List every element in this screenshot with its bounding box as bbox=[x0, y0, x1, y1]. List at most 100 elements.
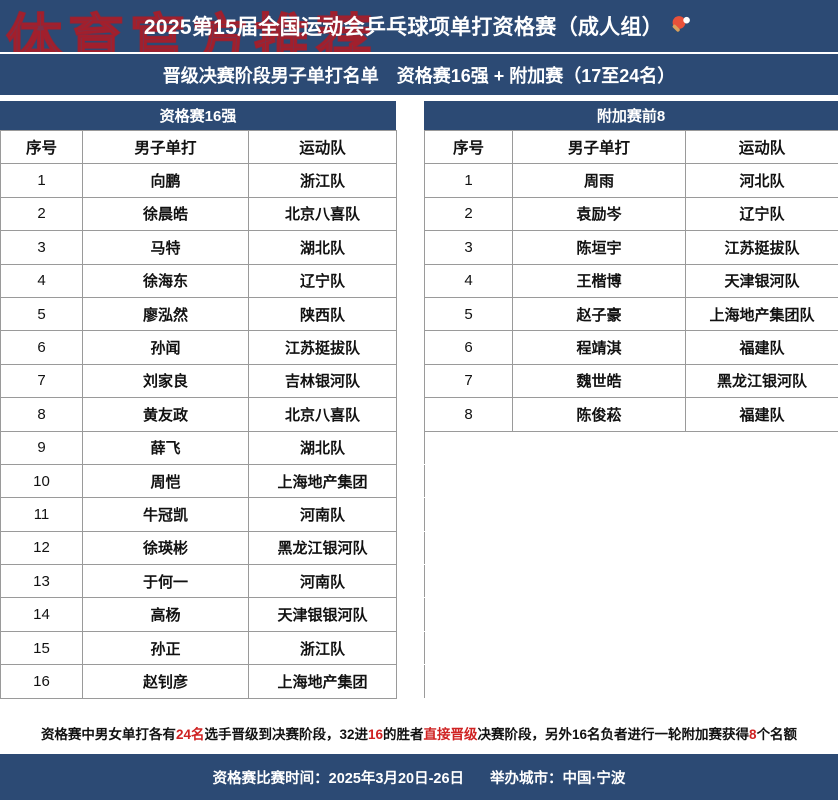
subtitle-text: 晋级决赛阶段男子单打名单 资格赛16强 + 附加赛（17至24名） bbox=[162, 65, 676, 86]
cell-team: 黑龙江银河队 bbox=[248, 530, 397, 566]
cell-empty bbox=[685, 564, 838, 599]
table-row: 4 王楷博 天津银河队 bbox=[424, 263, 838, 298]
cell-player: 廖泓然 bbox=[82, 296, 249, 332]
schedule-text: 资格赛比赛时间：2025年3月20日-26日 bbox=[212, 770, 465, 787]
cell-rank: 11 bbox=[0, 497, 83, 532]
playoff-top8-body: 1 周雨 河北队 2 袁励岑 辽宁队 3 陈垣宇 江苏挺拔队 4 王楷博 天津银河队 5 赵子豪 上海地产集… bbox=[424, 163, 838, 699]
cell-team: 河南队 bbox=[248, 497, 397, 532]
cell-empty bbox=[685, 630, 838, 666]
qualifier-top16-body: 1 向鹏 浙江队 2 徐晨皓 北京八喜队 3 马特 湖北队 4 徐海东 辽宁队 5 廖泓然 陕西队 6 孙闻 江苏… bbox=[0, 163, 397, 699]
cell-player: 王楷博 bbox=[512, 263, 686, 298]
table-row-empty bbox=[424, 630, 838, 666]
cell-team: 陕西队 bbox=[248, 296, 397, 332]
cell-player: 黄友政 bbox=[82, 397, 249, 432]
cell-empty bbox=[424, 564, 513, 599]
cell-empty bbox=[685, 463, 838, 499]
footer-note-plain: 的胜者 bbox=[383, 727, 424, 742]
cell-rank: 2 bbox=[424, 196, 513, 232]
bottom-info-bar: 资格赛比赛时间：2025年3月20日-26日 举办城市：中国·宁波 bbox=[0, 754, 838, 800]
cell-team: 吉林银河队 bbox=[248, 363, 397, 399]
host-city-text: 举办城市：中国·宁波 bbox=[490, 770, 626, 787]
cell-player: 魏世皓 bbox=[512, 363, 686, 399]
cell-empty bbox=[424, 497, 513, 532]
cell-team: 上海地产集团 bbox=[248, 664, 397, 699]
cell-empty bbox=[685, 597, 838, 632]
table-header-row: 序号 男子单打 运动队 bbox=[424, 129, 838, 165]
cell-player: 袁励岑 bbox=[512, 196, 686, 232]
qualifier-top16-table: 序号 男子单打 运动队 1 向鹏 浙江队 2 徐晨皓 北京八喜队 3 马特 湖北队 4 徐海东 辽宁队… bbox=[0, 129, 397, 699]
cell-player: 高杨 bbox=[82, 597, 249, 632]
cell-rank: 8 bbox=[0, 397, 83, 432]
cell-rank: 14 bbox=[0, 597, 83, 632]
cell-rank: 8 bbox=[424, 397, 513, 432]
cell-empty bbox=[512, 530, 686, 566]
cell-team: 上海地产集团 bbox=[248, 463, 397, 499]
cell-team: 北京八喜队 bbox=[248, 397, 397, 432]
footer-note-text: 资格赛中男女单打各有24名选手晋级到决赛阶段，32进16的胜者直接晋级决赛阶段，… bbox=[41, 723, 797, 743]
cell-empty bbox=[685, 530, 838, 566]
subtitle-bar: 晋级决赛阶段男子单打名单 资格赛16强 + 附加赛（17至24名） bbox=[0, 52, 838, 95]
cell-empty bbox=[512, 630, 686, 666]
table-row-empty bbox=[424, 497, 838, 532]
cell-empty bbox=[424, 630, 513, 666]
table-row: 11 牛冠凯 河南队 bbox=[0, 497, 397, 532]
cell-empty bbox=[512, 497, 686, 532]
cell-rank: 6 bbox=[0, 330, 83, 365]
footer-note-plain: 决赛阶段，另外16名负者进行一轮附加赛获得 bbox=[477, 727, 750, 742]
cell-player: 周雨 bbox=[512, 163, 686, 198]
ping-pong-paddle-icon bbox=[670, 14, 694, 38]
cell-rank: 12 bbox=[0, 530, 83, 566]
cell-team: 天津银河队 bbox=[685, 263, 838, 298]
table-row: 2 徐晨皓 北京八喜队 bbox=[0, 196, 397, 232]
cell-empty bbox=[512, 597, 686, 632]
cell-rank: 13 bbox=[0, 564, 83, 599]
cell-player: 刘家良 bbox=[82, 363, 249, 399]
title-bar: 体育官方推荐 2025第15届全国运动会乒乓球项单打资格赛（成人组） bbox=[0, 0, 838, 52]
table-row-empty bbox=[424, 530, 838, 566]
cell-player: 薛飞 bbox=[82, 430, 249, 465]
cell-empty bbox=[424, 463, 513, 499]
cell-team: 辽宁队 bbox=[248, 263, 397, 298]
table-row: 8 黄友政 北京八喜队 bbox=[0, 397, 397, 432]
column-header-player: 男子单打 bbox=[82, 129, 249, 165]
cell-player: 赵子豪 bbox=[512, 296, 686, 332]
table-row: 13 于何一 河南队 bbox=[0, 564, 397, 599]
cell-player: 向鹏 bbox=[82, 163, 249, 198]
cell-rank: 7 bbox=[0, 363, 83, 399]
cell-team: 浙江队 bbox=[248, 630, 397, 666]
cell-team: 黑龙江银河队 bbox=[685, 363, 838, 399]
table-row: 12 徐瑛彬 黑龙江银河队 bbox=[0, 530, 397, 566]
footer-note-highlight: 8 bbox=[749, 727, 757, 742]
table-row: 5 廖泓然 陕西队 bbox=[0, 296, 397, 332]
cell-player: 徐海东 bbox=[82, 263, 249, 298]
cell-team: 浙江队 bbox=[248, 163, 397, 198]
column-header-team: 运动队 bbox=[685, 129, 838, 165]
table-header-row: 序号 男子单打 运动队 bbox=[0, 129, 397, 165]
cell-player: 徐晨皓 bbox=[82, 196, 249, 232]
cell-empty bbox=[685, 430, 838, 465]
cell-rank: 16 bbox=[0, 664, 83, 699]
cell-player: 孙闻 bbox=[82, 330, 249, 365]
cell-team: 湖北队 bbox=[248, 430, 397, 465]
table-row: 6 孙闻 江苏挺拔队 bbox=[0, 330, 397, 365]
cell-rank: 5 bbox=[424, 296, 513, 332]
column-header-player: 男子单打 bbox=[512, 129, 686, 165]
cell-player: 陈俊菘 bbox=[512, 397, 686, 432]
cell-rank: 15 bbox=[0, 630, 83, 666]
cell-team: 天津银银河队 bbox=[248, 597, 397, 632]
qualifier-top16-caption: 资格赛16强 bbox=[0, 101, 396, 130]
cell-team: 江苏挺拔队 bbox=[248, 330, 397, 365]
cell-player: 陈垣宇 bbox=[512, 230, 686, 265]
cell-rank: 9 bbox=[0, 430, 83, 465]
table-row: 6 程靖淇 福建队 bbox=[424, 330, 838, 365]
cell-rank: 4 bbox=[0, 263, 83, 298]
cell-empty bbox=[424, 664, 513, 699]
column-header-team: 运动队 bbox=[248, 129, 397, 165]
cell-rank: 3 bbox=[424, 230, 513, 265]
cell-team: 福建队 bbox=[685, 397, 838, 432]
table-row: 3 陈垣宇 江苏挺拔队 bbox=[424, 230, 838, 265]
cell-player: 赵钊彦 bbox=[82, 664, 249, 699]
table-row: 15 孙正 浙江队 bbox=[0, 630, 397, 666]
cell-empty bbox=[685, 497, 838, 532]
footer-note: 资格赛中男女单打各有24名选手晋级到决赛阶段，32进16的胜者直接晋级决赛阶段，… bbox=[0, 714, 838, 752]
